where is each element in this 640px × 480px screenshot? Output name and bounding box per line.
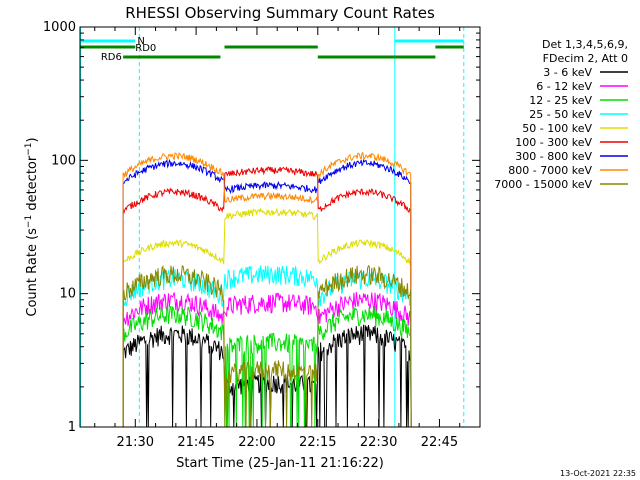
legend-header: Det 1,3,4,5,6,9, — [542, 38, 628, 51]
legend-header: FDecim 2, Att 0 — [543, 52, 628, 65]
legend-label: 25 - 50 keV — [529, 108, 592, 121]
series-line-7 — [122, 158, 412, 428]
footer-date: 13-Oct-2021 22:35 — [560, 469, 636, 478]
y-axis-label: Count Rate (s−1 detector−1) — [24, 137, 40, 316]
series-line-6 — [122, 166, 412, 428]
legend-label: 50 - 100 keV — [522, 122, 592, 135]
x-tick-label: 22:45 — [421, 435, 458, 450]
legend-label: 7000 - 15000 keV — [494, 178, 592, 191]
y-tick-label: 1 — [68, 420, 76, 435]
x-axis-label: Start Time (25-Jan-11 21:16:22) — [176, 456, 384, 471]
x-tick-label: 22:15 — [299, 435, 336, 450]
y-tick-label: 10 — [59, 287, 76, 302]
chart-title: RHESSI Observing Summary Count Rates — [125, 4, 435, 22]
series-line-3 — [122, 305, 412, 428]
legend: Det 1,3,4,5,6,9,FDecim 2, Att 03 - 6 keV… — [494, 38, 628, 191]
y-tick-label: 1000 — [43, 20, 76, 35]
legend-label: 3 - 6 keV — [543, 66, 592, 79]
x-tick-label: 22:00 — [238, 435, 275, 450]
rd0-label: RD0 — [135, 43, 156, 54]
plot-frame — [79, 26, 481, 428]
legend-label: 12 - 25 keV — [529, 94, 592, 107]
series-line-2 — [122, 291, 412, 428]
legend-label: 800 - 7000 keV — [508, 164, 592, 177]
series-lines — [122, 151, 412, 428]
series-line-5 — [122, 207, 412, 428]
x-tick-label: 22:30 — [360, 435, 397, 450]
rd6-label: RD6 — [101, 52, 122, 63]
x-tick-label: 21:45 — [177, 435, 214, 450]
series-line-9 — [122, 264, 412, 428]
series-line-8 — [122, 151, 412, 428]
night-label: N — [137, 36, 144, 47]
x-tick-label: 21:30 — [117, 435, 154, 450]
y-tick-label: 100 — [51, 153, 76, 168]
axes: 1 10 100 1000 21:30 21:45 22:00 22:15 22:30 22:45 — [43, 20, 481, 450]
series-line-4 — [122, 265, 412, 428]
series-line-1 — [122, 324, 412, 428]
legend-label: 300 - 800 keV — [515, 150, 592, 163]
legend-label: 6 - 12 keV — [536, 80, 592, 93]
legend-label: 100 - 300 keV — [515, 136, 592, 149]
